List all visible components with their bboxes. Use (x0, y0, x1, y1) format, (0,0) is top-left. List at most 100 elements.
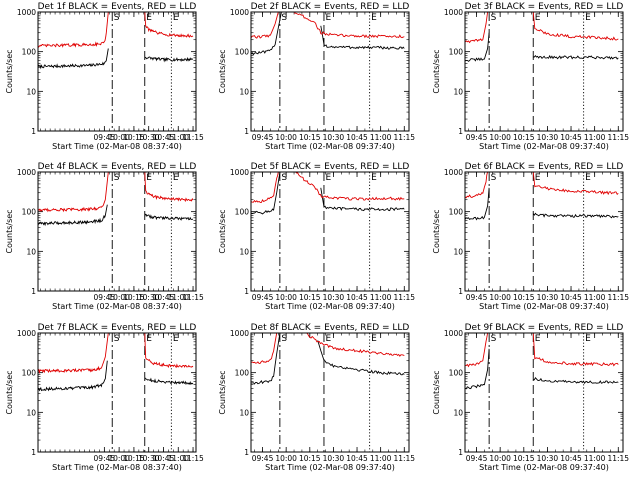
x-tick-label: 10:00 (108, 454, 130, 463)
plot-frame (37, 171, 197, 292)
y-tick-label: 1 (31, 287, 36, 296)
series-lld-line (295, 172, 405, 201)
x-axis-label: Start Time (02-Mar-08 09:37:40) (265, 302, 395, 311)
x-tick-label: 10:00 (275, 293, 297, 302)
y-tick-label: 1000 (444, 329, 463, 338)
x-tick-label: 11:15 (607, 454, 629, 463)
x-tick-label: 10:00 (275, 133, 297, 142)
x-tick-label: 11:15 (393, 133, 415, 142)
series-lld-line (144, 333, 194, 369)
x-tick-label: 10:00 (108, 293, 130, 302)
y-tick-label: 100 (22, 369, 37, 378)
x-tick-label: 11:00 (370, 133, 392, 142)
series-lld-line (465, 333, 489, 368)
interval-marker-label: E (325, 334, 331, 344)
interval-marker-label: E (325, 13, 331, 23)
y-tick-label: 100 (449, 369, 464, 378)
panel-title: Det 1f BLACK = Events, RED = LLD (38, 2, 197, 12)
interval-marker-label: E (535, 13, 541, 23)
y-tick-label: 1000 (230, 329, 249, 338)
interval-marker-label: E (585, 173, 591, 183)
interval-marker-label: E (535, 173, 541, 183)
x-tick-label: 10:45 (153, 454, 175, 463)
x-tick-label: 10:15 (123, 133, 145, 142)
series-lld-line (251, 12, 279, 39)
x-tick-label: 10:00 (489, 293, 511, 302)
x-tick-label: 10:00 (108, 133, 130, 142)
interval-marker-label: E (146, 13, 152, 23)
panel-det-1: Det 1f BLACK = Events, RED = LLD 1 10 100 10… (5, 2, 204, 151)
y-tick-label: 1000 (230, 168, 249, 177)
x-tick-label: 10:30 (138, 293, 160, 302)
y-tick-label: 10 (239, 87, 249, 96)
series-lld-line (144, 12, 194, 38)
x-tick-label: 10:15 (123, 454, 145, 463)
x-tick-label: 10:00 (275, 454, 297, 463)
panel-det-3: Det 3f BLACK = Events, RED = LLD 1 10 100 10… (432, 2, 629, 151)
series-events-line (251, 12, 282, 56)
interval-marker-label: S (491, 334, 497, 344)
x-tick-label: 10:15 (513, 133, 535, 142)
series-lld-line (465, 172, 489, 199)
interval-marker-label: S (281, 173, 287, 183)
series-lld-line (294, 12, 405, 39)
interval-marker-label: E (146, 334, 152, 344)
x-axis-label: Start Time (02-Mar-08 08:37:40) (52, 463, 182, 472)
y-tick-label: 1000 (17, 168, 36, 177)
panel-det-9: Det 9f BLACK = Events, RED = LLD 1 10 100 10… (432, 323, 629, 472)
y-tick-label: 1 (244, 127, 249, 136)
y-tick-label: 1 (244, 448, 249, 457)
panel-title: Det 8f BLACK = Events, RED = LLD (251, 323, 410, 333)
y-tick-label: 10 (453, 247, 463, 256)
y-axis-label: Counts/sec (218, 49, 227, 93)
y-tick-label: 1 (458, 287, 463, 296)
panel-det-2: Det 2f BLACK = Events, RED = LLD 1 10 100 10… (218, 2, 415, 151)
x-tick-label: 10:30 (323, 133, 345, 142)
x-tick-label: 11:00 (584, 133, 606, 142)
x-tick-label: 11:15 (607, 293, 629, 302)
y-tick-label: 10 (26, 408, 36, 417)
x-tick-label: 11:15 (182, 133, 204, 142)
y-tick-label: 10 (239, 247, 249, 256)
x-tick-label: 10:30 (323, 293, 345, 302)
series-events-line (38, 204, 108, 227)
x-tick-label: 10:15 (299, 293, 321, 302)
x-tick-label: 09:45 (94, 133, 116, 142)
y-tick-label: 10 (453, 408, 463, 417)
y-tick-label: 100 (449, 48, 464, 57)
series-events-line (251, 333, 281, 385)
x-tick-label: 10:00 (489, 133, 511, 142)
series-lld-line (144, 172, 194, 203)
interval-marker-label: S (114, 13, 120, 23)
plot-frame (37, 332, 197, 453)
series-events-line (144, 56, 194, 63)
interval-marker-label: E (173, 334, 179, 344)
x-tick-label: 11:15 (607, 133, 629, 142)
y-axis-label: Counts/sec (5, 209, 14, 253)
series-events-line (38, 48, 109, 70)
panel-title: Det 3f BLACK = Events, RED = LLD (465, 2, 624, 12)
y-axis-label: Counts/sec (5, 370, 14, 414)
interval-marker-label: E (325, 173, 331, 183)
series-lld-line (305, 333, 405, 357)
y-axis-label: Counts/sec (218, 209, 227, 253)
series-lld-line (38, 172, 109, 213)
x-tick-label: 11:00 (584, 454, 606, 463)
interval-marker-label: S (491, 173, 497, 183)
x-tick-label: 11:15 (182, 454, 204, 463)
interval-marker-label: S (114, 173, 120, 183)
y-axis-label: Counts/sec (432, 370, 441, 414)
plot-frame (464, 332, 624, 453)
interval-marker-label: E (146, 173, 152, 183)
y-tick-label: 10 (239, 408, 249, 417)
series-events-line (533, 54, 619, 60)
x-tick-label: 10:45 (560, 293, 582, 302)
panel-det-6: Det 6f BLACK = Events, RED = LLD 1 10 100 10… (432, 162, 629, 311)
y-tick-label: 10 (26, 87, 36, 96)
panel-title: Det 5f BLACK = Events, RED = LLD (251, 162, 410, 172)
interval-marker-label: E (585, 13, 591, 23)
series-lld-line (38, 12, 109, 48)
x-tick-label: 10:30 (323, 454, 345, 463)
y-tick-label: 1 (458, 127, 463, 136)
plot-frame (464, 171, 624, 292)
